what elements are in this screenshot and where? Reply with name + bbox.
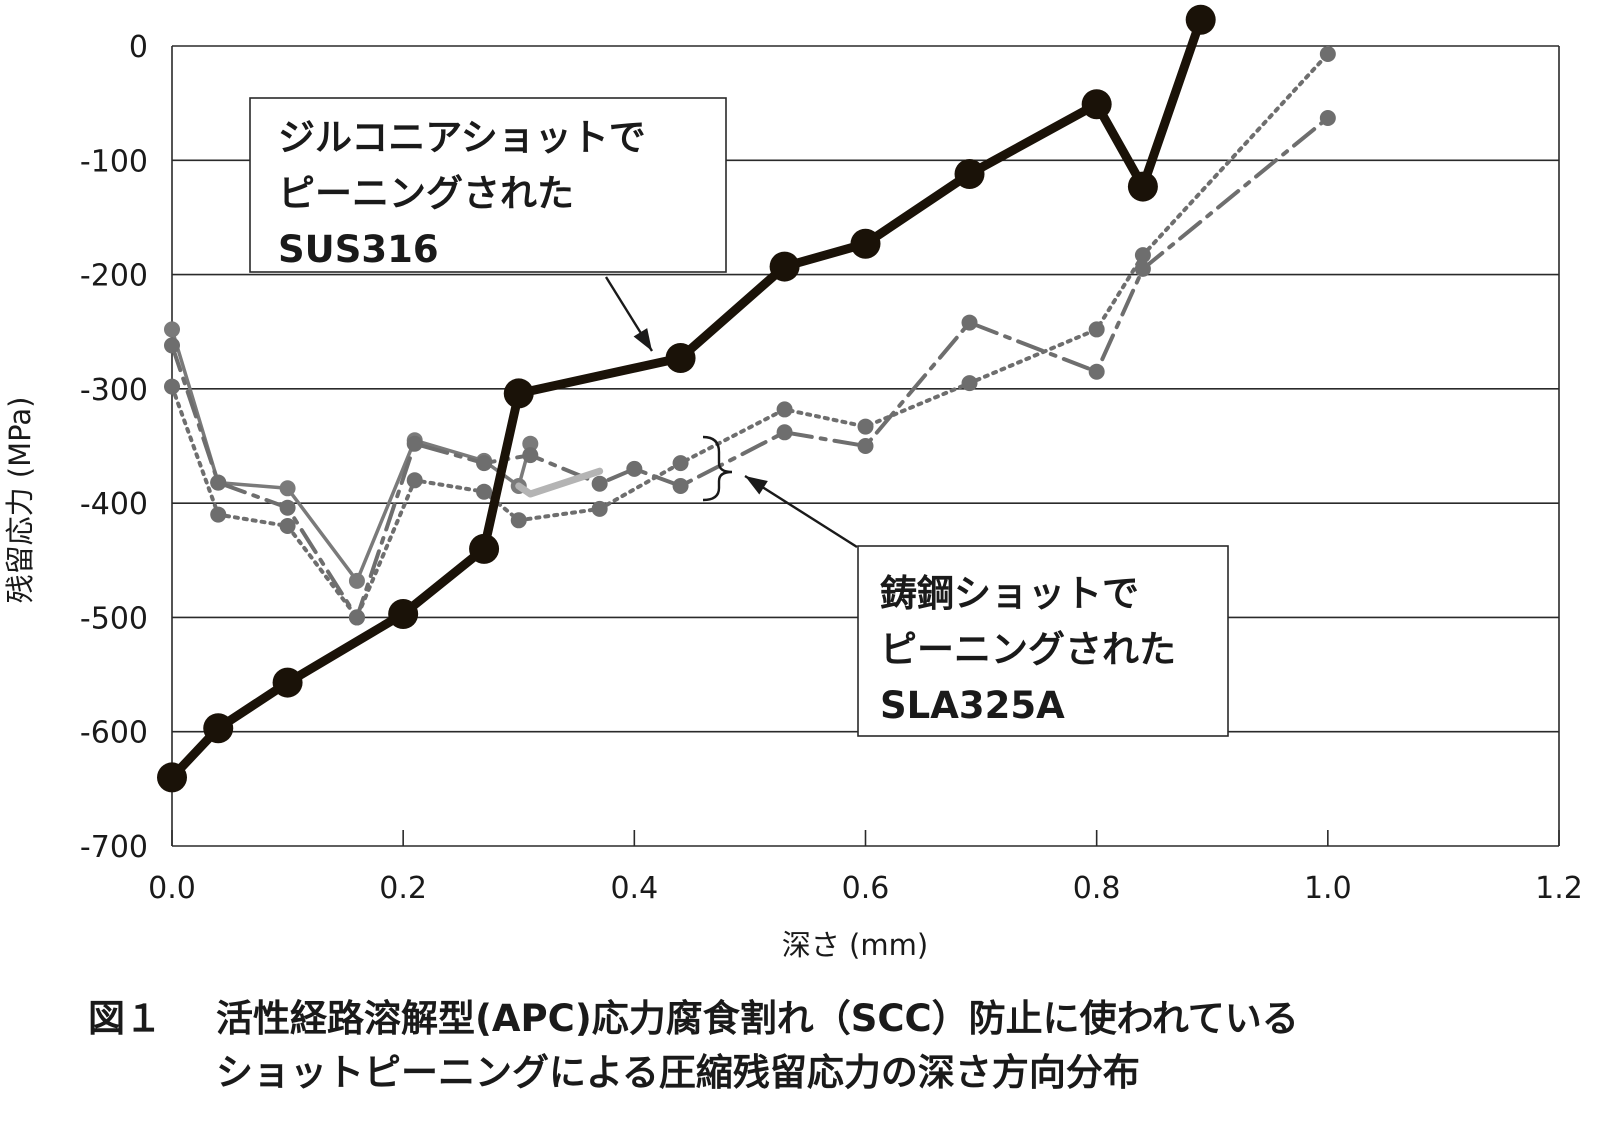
brace-mark bbox=[702, 435, 733, 502]
y-tick-label: -400 bbox=[80, 487, 148, 522]
data-series bbox=[157, 4, 1336, 793]
x-tick-label: 0.8 bbox=[1073, 871, 1121, 906]
data-point bbox=[1319, 46, 1336, 62]
data-point bbox=[591, 475, 608, 492]
data-point bbox=[164, 378, 180, 395]
data-point bbox=[522, 435, 539, 452]
annotation-text: SLA325A bbox=[880, 684, 1065, 727]
annotation-box bbox=[249, 97, 727, 273]
y-tick-label: -500 bbox=[80, 601, 148, 636]
annotation-arrow-head bbox=[633, 328, 652, 351]
data-point bbox=[279, 518, 296, 534]
annotation-box bbox=[857, 545, 1229, 737]
caption-line-2: ショットピーニングによる圧縮残留応力の深さ方向分布 bbox=[216, 1051, 1140, 1094]
data-point bbox=[961, 314, 978, 331]
annotation-text: ジルコニアショットで bbox=[278, 116, 646, 159]
data-point bbox=[769, 251, 800, 282]
figure-label: 図１ bbox=[88, 997, 162, 1040]
x-tick-label: 0.0 bbox=[148, 871, 196, 906]
y-axis-title: 残留応力 (MPa) bbox=[3, 397, 37, 604]
x-tick-label: 1.0 bbox=[1304, 871, 1352, 906]
data-point bbox=[776, 401, 793, 418]
y-tick-label: -200 bbox=[80, 259, 148, 294]
data-point bbox=[1134, 247, 1151, 264]
data-point bbox=[954, 159, 985, 189]
data-point bbox=[348, 572, 365, 589]
figure-caption: 図１ 活性経路溶解型(APC)応力腐食割れ（SCC）防止に使われている ショットピ… bbox=[88, 992, 1588, 1100]
data-point bbox=[1088, 363, 1105, 380]
data-point bbox=[850, 228, 881, 259]
data-point bbox=[476, 455, 493, 472]
data-point bbox=[665, 343, 696, 373]
y-tick-labels: 0 -100 -200 -300 -400 -500 -600 -700 bbox=[80, 30, 148, 865]
series-line bbox=[515, 467, 604, 498]
series-line bbox=[170, 116, 1330, 620]
data-point bbox=[510, 512, 527, 529]
x-tick-labels: 0.0 0.2 0.4 0.6 0.8 1.0 1.2 bbox=[148, 871, 1583, 906]
caption-line-1: 活性経路溶解型(APC)応力腐食割れ（SCC）防止に使われている bbox=[216, 997, 1299, 1040]
y-tick-label: 0 bbox=[129, 30, 148, 65]
data-point bbox=[164, 337, 180, 354]
data-point bbox=[672, 478, 689, 494]
data-point bbox=[776, 424, 793, 441]
data-point bbox=[164, 321, 180, 338]
data-point bbox=[469, 533, 500, 564]
y-tick-label: -300 bbox=[80, 373, 148, 408]
data-point bbox=[1127, 171, 1158, 202]
data-point bbox=[476, 483, 493, 500]
y-tick-label: -600 bbox=[80, 716, 148, 751]
data-point bbox=[279, 499, 296, 516]
data-point bbox=[272, 667, 303, 698]
data-point bbox=[210, 506, 227, 523]
data-point bbox=[203, 713, 234, 744]
data-point bbox=[279, 480, 296, 497]
data-point bbox=[1088, 321, 1105, 338]
annotation-text: ピーニングされた bbox=[278, 172, 574, 215]
y-tick-label: -700 bbox=[80, 830, 148, 865]
data-point bbox=[503, 378, 534, 409]
data-point bbox=[157, 762, 187, 793]
series-solid-light-gray bbox=[515, 467, 604, 498]
data-point bbox=[348, 609, 365, 626]
x-tick-label: 0.2 bbox=[379, 871, 427, 906]
annotation-arrow-shaft bbox=[744, 474, 858, 549]
data-point bbox=[857, 418, 874, 435]
series-solid-thick-black bbox=[157, 4, 1216, 793]
data-point bbox=[1081, 89, 1112, 120]
data-point bbox=[522, 447, 539, 464]
data-point bbox=[1185, 4, 1216, 35]
data-point bbox=[672, 455, 689, 472]
x-tick-label: 1.2 bbox=[1535, 871, 1583, 906]
annotation-text: 鋳鋼ショットで bbox=[880, 572, 1139, 615]
annotations: ジルコニアショットでピーニングされたSUS316鋳鋼ショットでピーニングされたS… bbox=[249, 97, 1229, 737]
axes bbox=[171, 46, 1560, 846]
data-point bbox=[406, 472, 423, 489]
data-point bbox=[626, 460, 643, 477]
annotation-text: ピーニングされた bbox=[880, 628, 1176, 671]
x-axis-title: 深さ (mm) bbox=[782, 928, 928, 962]
data-point bbox=[210, 474, 227, 491]
residual-stress-chart: 0-100-200-300-400-500-600-700 0.0 0.2 0.4 0… bbox=[3, 4, 1583, 962]
annotation-text: SUS316 bbox=[278, 228, 439, 271]
y-tick-label: -100 bbox=[80, 144, 148, 179]
data-point bbox=[857, 438, 874, 454]
x-tick-label: 0.4 bbox=[610, 871, 658, 906]
x-tick-label: 0.6 bbox=[842, 871, 890, 906]
data-point bbox=[388, 599, 419, 629]
data-point bbox=[1319, 110, 1336, 126]
data-point bbox=[961, 375, 978, 392]
annotation-arrow-head bbox=[745, 476, 768, 495]
data-point bbox=[406, 435, 423, 452]
data-point bbox=[591, 500, 608, 517]
series-dotted-gray bbox=[164, 46, 1336, 626]
